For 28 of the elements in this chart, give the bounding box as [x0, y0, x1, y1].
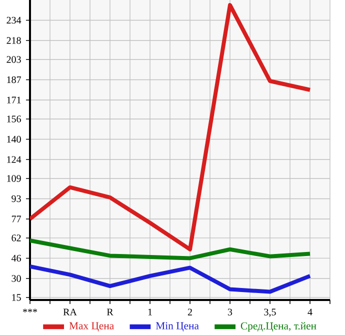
- x-tick-label: ***: [22, 308, 38, 312]
- x-tick-label: 2: [188, 308, 192, 316]
- y-tick-label: 46: [11, 254, 21, 262]
- y-tick-label: 15: [12, 294, 21, 301]
- y-tick-label: 124: [7, 156, 22, 163]
- y-tick-label: 218: [6, 37, 21, 44]
- legend-label: Max Цена: [69, 322, 114, 332]
- y-tick-label: 140: [7, 136, 21, 143]
- x-tick-label: 1: [148, 308, 152, 316]
- x-tick-label: RA: [63, 308, 77, 316]
- legend-label: Min Цена: [156, 322, 199, 332]
- line-series: [30, 3, 312, 252]
- y-tick-label: 203: [6, 56, 21, 63]
- y-tick-label: 234: [6, 16, 22, 24]
- y-tick-label: 93: [12, 195, 21, 202]
- legend-label: Сред.Цена, т.йен: [240, 322, 316, 332]
- y-tick-label: 156: [7, 116, 21, 122]
- x-tick-label: R: [106, 308, 114, 316]
- y-tick-label: 171: [7, 96, 21, 104]
- x-tick-label: 3: [228, 308, 232, 316]
- y-tick-label: 77: [12, 216, 21, 222]
- y-tick-label: 187: [7, 76, 21, 84]
- x-tick-label: 4: [308, 308, 312, 316]
- y-tick-label: 30: [12, 275, 21, 282]
- y-tick-label: 62: [12, 234, 21, 242]
- y-tick-label: 109: [7, 175, 21, 182]
- x-tick-label: 3,5: [264, 308, 276, 317]
- line-series: [30, 264, 312, 294]
